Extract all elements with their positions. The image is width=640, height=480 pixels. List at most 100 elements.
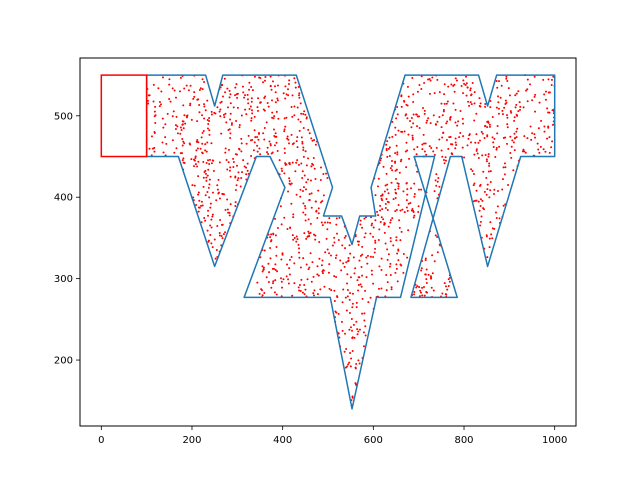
scatter-point <box>215 249 218 252</box>
scatter-point <box>330 289 333 292</box>
scatter-point <box>247 102 250 105</box>
scatter-point <box>168 83 171 86</box>
scatter-point <box>193 158 196 161</box>
scatter-point <box>293 105 296 108</box>
scatter-point <box>433 260 436 263</box>
scatter-point <box>281 170 284 173</box>
scatter-point <box>351 302 354 305</box>
scatter-point <box>420 267 423 270</box>
scatter-point <box>436 78 439 81</box>
scatter-point <box>491 136 494 139</box>
scatter-point <box>304 207 307 210</box>
scatter-point <box>443 162 446 165</box>
scatter-point <box>374 247 377 250</box>
scatter-point <box>224 147 227 150</box>
scatter-point <box>297 94 300 97</box>
scatter-point <box>407 133 410 136</box>
scatter-point <box>395 178 398 181</box>
scatter-point <box>280 277 283 280</box>
scatter-point <box>208 183 211 186</box>
scatter-point <box>416 170 419 173</box>
scatter-point <box>526 88 529 91</box>
scatter-point <box>210 142 213 145</box>
scatter-point <box>214 257 217 260</box>
scatter-point <box>386 248 389 251</box>
scatter-point <box>498 145 501 148</box>
scatter-point <box>150 135 153 138</box>
scatter-point <box>280 258 283 261</box>
scatter-point <box>336 232 339 235</box>
scatter-point <box>442 110 445 113</box>
scatter-point <box>382 165 385 168</box>
scatter-point <box>244 108 247 111</box>
scatter-point <box>287 82 290 85</box>
scatter-point <box>220 223 223 226</box>
scatter-point <box>449 118 452 121</box>
scatter-point <box>224 91 227 94</box>
scatter-point <box>240 137 243 140</box>
scatter-point <box>483 137 486 140</box>
scatter-point <box>453 83 456 86</box>
scatter-point <box>181 159 184 162</box>
scatter-point <box>288 180 291 183</box>
scatter-point <box>184 122 187 125</box>
scatter-point <box>304 219 307 222</box>
scatter-point <box>551 123 554 126</box>
scatter-point <box>477 141 480 144</box>
scatter-point <box>389 273 392 276</box>
scatter-point <box>428 145 431 148</box>
scatter-point <box>515 103 518 106</box>
scatter-point <box>397 259 400 262</box>
scatter-point <box>493 188 496 191</box>
scatter-point <box>197 206 200 209</box>
scatter-point <box>473 182 476 185</box>
scatter-point <box>227 106 230 109</box>
scatter-point <box>427 117 430 120</box>
scatter-point <box>355 306 358 309</box>
scatter-point <box>387 192 390 195</box>
scatter-point <box>284 162 287 165</box>
scatter-point <box>347 260 350 263</box>
scatter-point <box>245 113 248 116</box>
scatter-point <box>467 137 470 140</box>
scatter-point <box>183 114 186 117</box>
scatter-point <box>205 176 208 179</box>
scatter-point <box>526 137 529 140</box>
scatter-point <box>274 268 277 271</box>
scatter-point <box>295 161 298 164</box>
scatter-point <box>300 112 303 115</box>
scatter-point <box>394 271 397 274</box>
scatter-point <box>469 87 472 90</box>
scatter-point <box>361 297 364 300</box>
scatter-point <box>413 214 416 217</box>
scatter-point <box>211 215 214 218</box>
scatter-point <box>336 295 339 298</box>
scatter-point <box>152 100 155 103</box>
scatter-point <box>389 236 392 239</box>
scatter-point <box>403 211 406 214</box>
scatter-point <box>525 89 528 92</box>
scatter-point <box>509 135 512 138</box>
scatter-point <box>271 267 274 270</box>
scatter-point <box>179 126 182 129</box>
scatter-point <box>417 188 420 191</box>
scatter-point <box>153 110 156 113</box>
scatter-point <box>381 199 384 202</box>
scatter-point <box>501 109 504 112</box>
scatter-point <box>483 190 486 193</box>
scatter-point <box>454 141 457 144</box>
scatter-point <box>404 150 407 153</box>
scatter-point <box>307 157 310 160</box>
scatter-point <box>196 140 199 143</box>
scatter-point <box>288 258 291 261</box>
scatter-point <box>207 209 210 212</box>
scatter-point <box>288 182 291 185</box>
scatter-point <box>465 94 468 97</box>
scatter-point <box>175 115 178 118</box>
scatter-point <box>346 295 349 298</box>
scatter-point <box>542 148 545 151</box>
scatter-point <box>286 137 289 140</box>
scatter-point <box>292 238 295 241</box>
scatter-point <box>481 132 484 135</box>
scatter-point <box>394 188 397 191</box>
